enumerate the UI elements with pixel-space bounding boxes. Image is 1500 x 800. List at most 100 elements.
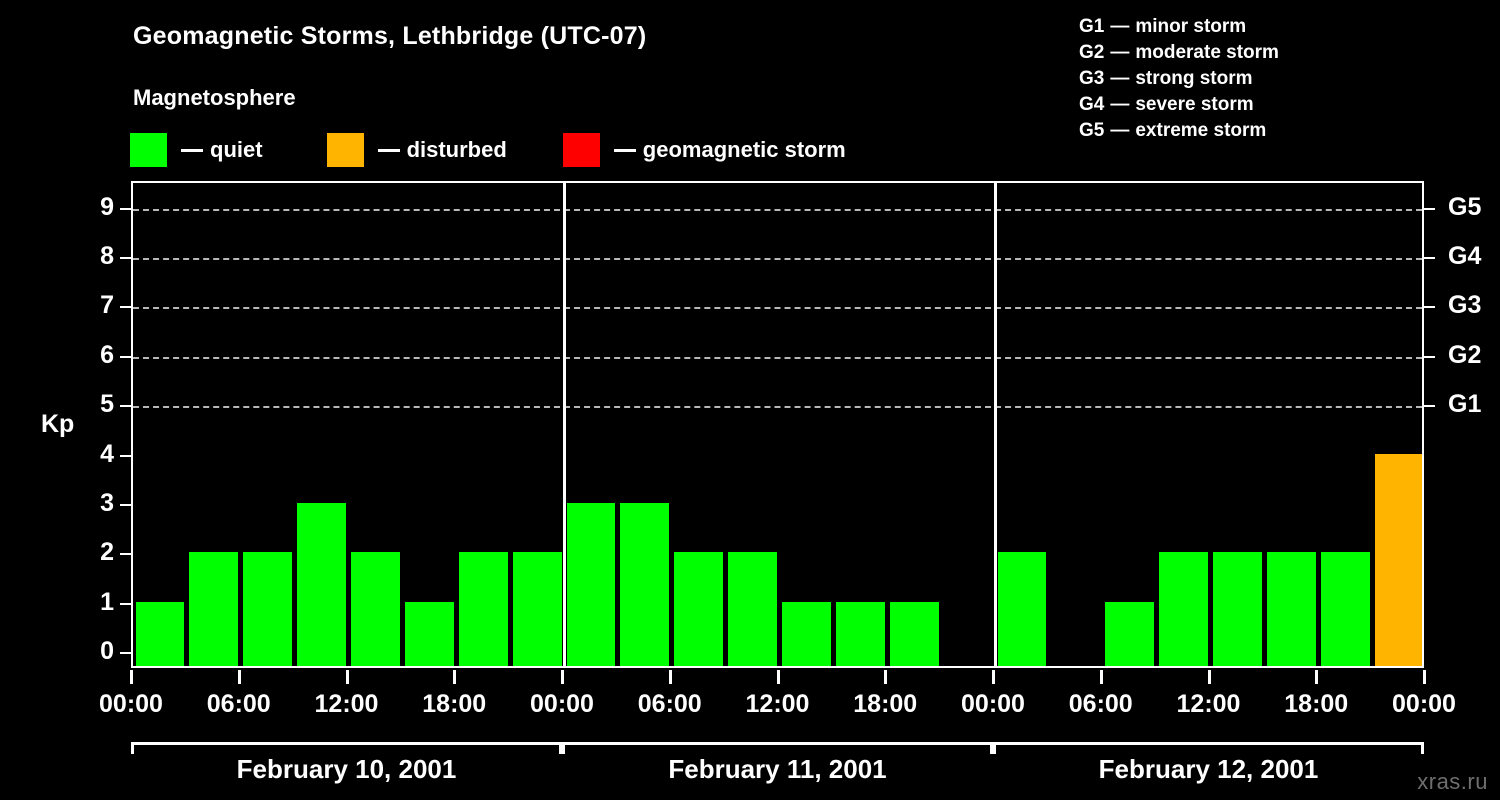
y-tick-mark-3 bbox=[120, 503, 131, 506]
bar-5 bbox=[404, 601, 454, 666]
x-tick-label-2: 12:00 bbox=[314, 690, 379, 718]
bar-3 bbox=[297, 502, 346, 666]
legend-label: disturbed bbox=[406, 137, 507, 162]
day-bracket-3 bbox=[993, 742, 1424, 754]
y-tick-label-9: 9 bbox=[100, 192, 114, 221]
red-swatch-icon bbox=[562, 133, 600, 167]
gscale-legend-row-G4: G4— severe storm bbox=[1079, 92, 1409, 118]
y-tick-mark-7 bbox=[120, 306, 131, 309]
bar-2 bbox=[243, 552, 293, 666]
x-tick-mark-6 bbox=[776, 670, 780, 684]
gscale-legend-row-G2: G2— moderate storm bbox=[1079, 40, 1409, 66]
y-tick-mark-5 bbox=[120, 405, 131, 408]
y-tick-label-6: 6 bbox=[100, 340, 114, 369]
bar-7 bbox=[512, 552, 562, 666]
x-tick-mark-0 bbox=[130, 670, 133, 684]
gscale-code: G2 bbox=[1079, 42, 1105, 63]
y-tick-label-3: 3 bbox=[100, 488, 114, 517]
y-tick-label-4: 4 bbox=[100, 439, 114, 468]
gscale-dash-icon: — bbox=[1110, 42, 1130, 63]
green-swatch-icon bbox=[130, 133, 167, 167]
legend-dash-icon bbox=[377, 148, 400, 152]
page-title: Geomagnetic Storms, Lethbridge (UTC-07) bbox=[133, 22, 647, 50]
gridline-kp-8 bbox=[133, 258, 1422, 261]
bar-12 bbox=[782, 601, 831, 666]
bar-1 bbox=[189, 552, 239, 666]
x-tick-label-1: 06:00 bbox=[206, 690, 271, 718]
gscale-dash-icon: — bbox=[1110, 68, 1130, 89]
g-tick-mark-G1 bbox=[1424, 405, 1435, 408]
gscale-description: minor storm bbox=[1135, 16, 1247, 37]
gscale-dash-icon: — bbox=[1110, 16, 1130, 37]
g-tick-mark-G4 bbox=[1424, 257, 1435, 260]
gscale-legend: G1— minor storm G2— moderate storm G3— strong… bbox=[1079, 14, 1409, 144]
y-tick-mark-2 bbox=[120, 553, 131, 556]
plot-inner bbox=[133, 183, 1422, 666]
x-tick-label-3: 18:00 bbox=[422, 690, 487, 718]
x-tick-mark-5 bbox=[668, 670, 672, 684]
gridline-kp-7 bbox=[133, 307, 1422, 310]
g-tick-mark-G2 bbox=[1424, 355, 1435, 358]
gscale-legend-row-G5: G5— extreme storm bbox=[1079, 118, 1409, 144]
g-tick-label-G4: G4 bbox=[1448, 242, 1482, 271]
bar-21 bbox=[1266, 552, 1316, 666]
gscale-legend-row-G1: G1— minor storm bbox=[1079, 14, 1409, 40]
x-tick-label-4: 00:00 bbox=[530, 690, 594, 718]
day-bracket-2 bbox=[562, 742, 993, 754]
gscale-code: G4 bbox=[1079, 94, 1105, 115]
x-tick-label-10: 12:00 bbox=[1176, 690, 1241, 718]
x-tick-mark-8 bbox=[992, 670, 995, 684]
g-tick-mark-G5 bbox=[1424, 207, 1435, 210]
x-tick-label-0: 00:00 bbox=[99, 690, 163, 718]
day-divider-1 bbox=[562, 183, 566, 666]
bar-16 bbox=[997, 552, 1047, 666]
gridline-kp-6 bbox=[133, 356, 1422, 359]
g-tick-label-G3: G3 bbox=[1448, 291, 1482, 320]
legend-dash-icon bbox=[181, 148, 203, 152]
bar-9 bbox=[620, 502, 670, 666]
y-tick-label-5: 5 bbox=[100, 390, 114, 419]
x-tick-mark-12 bbox=[1423, 670, 1426, 684]
g-tick-label-G5: G5 bbox=[1448, 192, 1482, 221]
legend-entry-disturbed: disturbed bbox=[326, 131, 507, 169]
day-label-3: February 12, 2001 bbox=[1098, 754, 1319, 784]
legend-entry-geomagnetic: geomagnetic storm bbox=[562, 131, 846, 169]
bar-0 bbox=[135, 601, 185, 666]
bar-14 bbox=[889, 601, 939, 666]
gscale-code: G3 bbox=[1079, 68, 1105, 89]
gscale-code: G5 bbox=[1079, 120, 1105, 141]
gscale-description: extreme storm bbox=[1135, 120, 1267, 141]
y-tick-mark-0 bbox=[120, 652, 131, 654]
x-tick-label-12: 00:00 bbox=[1392, 690, 1456, 718]
gscale-legend-row-G3: G3— strong storm bbox=[1079, 66, 1409, 92]
y-axis-title: Kp bbox=[41, 410, 75, 438]
y-tick-label-2: 2 bbox=[100, 538, 114, 567]
x-tick-label-8: 00:00 bbox=[961, 690, 1025, 718]
legend-entry-quiet: quiet bbox=[130, 131, 263, 169]
x-tick-mark-1 bbox=[237, 670, 241, 684]
day-divider-2 bbox=[993, 183, 997, 666]
legend-label: quiet bbox=[210, 137, 263, 162]
day-label-1: February 10, 2001 bbox=[236, 754, 457, 784]
gscale-dash-icon: — bbox=[1110, 120, 1130, 141]
y-tick-label-1: 1 bbox=[100, 587, 114, 616]
gridline-kp-5 bbox=[133, 406, 1422, 409]
y-tick-label-7: 7 bbox=[100, 291, 114, 320]
chart-subtitle: Magnetosphere bbox=[133, 85, 296, 110]
x-tick-label-6: 12:00 bbox=[745, 690, 810, 718]
x-tick-mark-10 bbox=[1207, 670, 1211, 684]
day-label-2: February 11, 2001 bbox=[668, 754, 887, 784]
bar-11 bbox=[728, 552, 777, 666]
legend-dash-icon bbox=[613, 148, 636, 152]
x-tick-mark-7 bbox=[884, 670, 888, 684]
watermark: xras.ru bbox=[1417, 769, 1488, 794]
x-tick-mark-11 bbox=[1315, 670, 1319, 684]
orange-swatch-icon bbox=[326, 133, 364, 167]
gscale-description: severe storm bbox=[1135, 94, 1254, 115]
y-tick-label-0: 0 bbox=[100, 637, 114, 665]
y-tick-mark-8 bbox=[120, 257, 131, 260]
bar-20 bbox=[1213, 552, 1262, 666]
x-tick-mark-2 bbox=[345, 670, 349, 684]
legend-label: geomagnetic storm bbox=[642, 137, 846, 162]
color-legend: quiet disturbed geomagnetic storm bbox=[130, 131, 846, 169]
